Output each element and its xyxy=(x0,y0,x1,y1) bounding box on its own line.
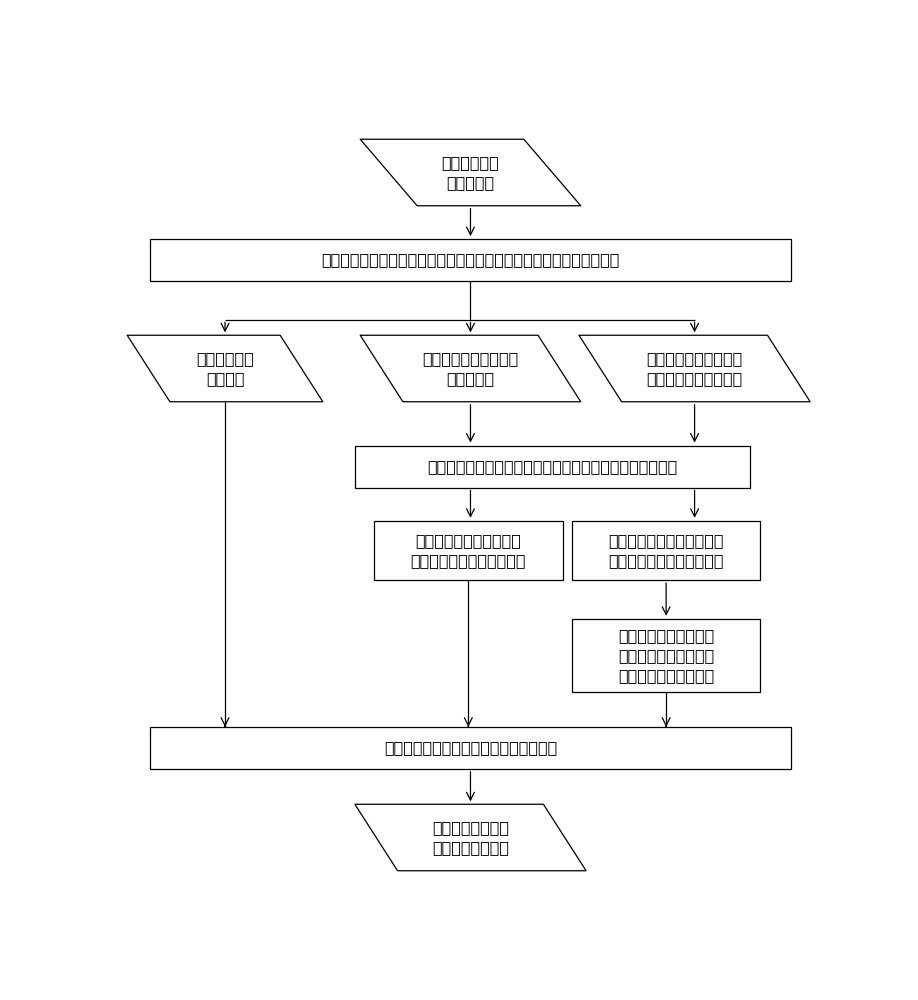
Bar xyxy=(572,521,760,580)
Bar xyxy=(572,619,760,692)
Text: 关联语义面且边界开放
的网格曲面: 关联语义面且边界开放 的网格曲面 xyxy=(422,351,519,386)
Text: 每个格网平面继承原格
网曲面插入子语义面对
象后的各层次语义信息: 每个格网平面继承原格 网曲面插入子语义面对 象后的各层次语义信息 xyxy=(618,628,714,683)
Text: 每个格网平面继承原网格
曲面关联的各层次语义信息: 每个格网平面继承原网格 曲面关联的各层次语义信息 xyxy=(410,533,526,568)
Text: 根据语义实体创建与网格平
面一一对应的子语义面对象: 根据语义实体创建与网格平 面一一对应的子语义面对象 xyxy=(609,533,724,568)
Bar xyxy=(355,446,750,488)
Text: 原始复杂三维
建筑物模型: 原始复杂三维 建筑物模型 xyxy=(442,155,499,190)
Text: 根据网格单元的法向和邻接边划分网格曲面为多个网格平面: 根据网格单元的法向和邻接边划分网格曲面为多个网格平面 xyxy=(427,459,677,474)
Text: 逐格网单元三角剖分格网平面的几何数据: 逐格网单元三角剖分格网平面的几何数据 xyxy=(384,740,557,755)
Text: 关联语义面的
网格平面: 关联语义面的 网格平面 xyxy=(196,351,254,386)
Bar xyxy=(374,521,563,580)
Bar xyxy=(151,727,790,769)
Text: 根据几何形态类型和所关联的最低层次语义粒度特征判断表面对象类型: 根据几何形态类型和所关联的最低层次语义粒度特征判断表面对象类型 xyxy=(321,252,620,267)
Text: 关联语义实体且构成有
限封闭空间的网格曲面: 关联语义实体且构成有 限封闭空间的网格曲面 xyxy=(646,351,743,386)
Text: 三角格网化且平面
离散化的语义面集: 三角格网化且平面 离散化的语义面集 xyxy=(432,820,509,855)
Bar xyxy=(151,239,790,281)
